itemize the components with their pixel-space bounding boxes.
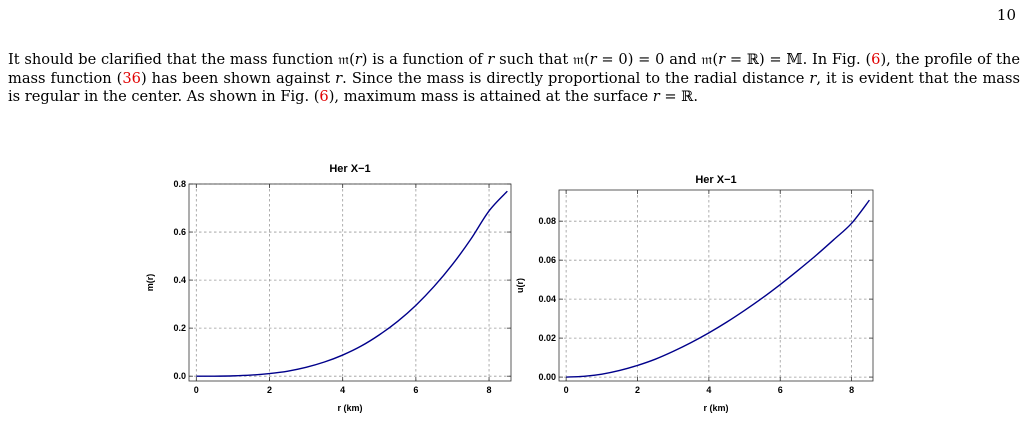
figure-6: 0 2 4 6 8 0.0 0.2 0.4 0.6 0.8 Her X−1 r (km) m(r) 0 2 4… (145, 163, 874, 413)
x-tick-label: 4 (706, 385, 711, 395)
y-axis-label: m(r) (145, 274, 155, 292)
x-tick-label: 8 (849, 385, 854, 395)
x-axis-label: r (km) (703, 403, 728, 413)
x-tick-label: 6 (778, 385, 783, 395)
x-tick-label: 0 (564, 385, 569, 395)
y-tick-label: 0.4 (173, 275, 186, 285)
y-tick-label: 0.00 (538, 372, 556, 382)
plot-frame (558, 189, 874, 382)
figure-reference-link[interactable]: 6 (319, 88, 329, 105)
y-tick-label: 0.06 (538, 255, 556, 265)
figure-reference-link[interactable]: 6 (871, 51, 881, 68)
body-paragraph: It should be clarified that the mass fun… (8, 51, 1020, 105)
y-tick-label: 0.04 (538, 294, 556, 304)
chart-1: 0 2 4 6 8 0.0 0.2 0.4 0.6 0.8 Her X−1 r (km) m(r) (145, 163, 512, 413)
y-tick-label: 0.8 (173, 179, 186, 189)
series-line (566, 199, 870, 378)
chart-title: Her X−1 (695, 174, 736, 186)
x-tick-label: 0 (194, 385, 199, 395)
y-tick-label: 0.08 (538, 216, 556, 226)
series-line (196, 190, 508, 377)
y-tick-label: 0.2 (173, 323, 186, 333)
y-tick-label: 0.6 (173, 227, 186, 237)
y-axis-label: u(r) (515, 278, 525, 293)
y-tick-label: 0.0 (173, 371, 186, 381)
x-tick-label: 2 (635, 385, 640, 395)
plot-frame (188, 183, 512, 382)
x-axis-label: r (km) (337, 403, 362, 413)
page-number: 10 (996, 6, 1016, 24)
x-tick-label: 4 (340, 385, 345, 395)
chart-title: Her X−1 (329, 163, 370, 175)
x-tick-label: 6 (413, 385, 418, 395)
y-tick-label: 0.02 (538, 333, 556, 343)
x-tick-label: 2 (267, 385, 272, 395)
equation-reference-link[interactable]: 36 (122, 69, 141, 87)
x-tick-label: 8 (487, 385, 492, 395)
chart-2: 0 2 4 6 8 0.00 0.02 0.04 0.06 0.08 Her X−1 r (km) u(… (515, 174, 874, 413)
